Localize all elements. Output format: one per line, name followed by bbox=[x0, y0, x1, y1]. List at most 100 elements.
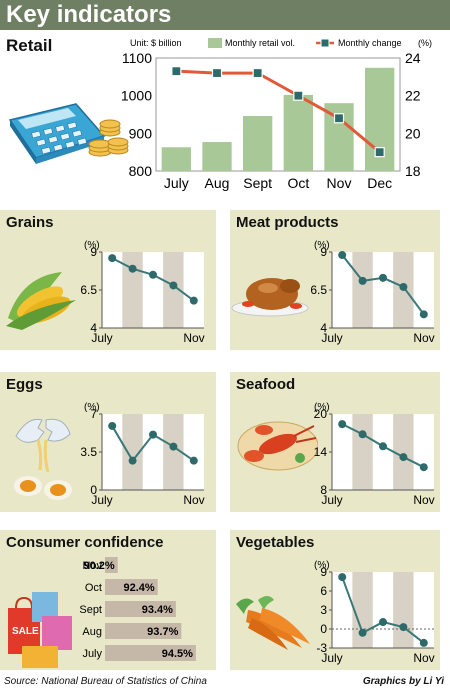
roast-chicken-icon bbox=[231, 278, 309, 317]
consumer-category-label: July bbox=[82, 648, 102, 660]
unit-label: (%) bbox=[314, 560, 330, 571]
consumer-bar bbox=[105, 623, 182, 639]
plot-band bbox=[163, 414, 184, 490]
consumer-bar-value: 93.4% bbox=[142, 604, 173, 616]
eggs-chart: (%) 0 3.5 7 July Nov bbox=[80, 402, 204, 507]
y-tick-label: 4 bbox=[320, 321, 327, 335]
plot-band bbox=[122, 252, 143, 328]
data-point bbox=[379, 273, 387, 282]
data-point bbox=[379, 442, 387, 451]
x-tick-first: July bbox=[91, 331, 112, 345]
seafood-panel: Seafood (%) 8 14 20 July Nov bbox=[230, 372, 440, 512]
retail-chart: Unit: $ billion Monthly retail vol. Monthl… bbox=[121, 38, 432, 191]
consumer-panel: Consumer confidence SALE Nov 90.2% Oct 92.4… bbox=[0, 530, 216, 670]
retail-left-tick: 800 bbox=[129, 163, 153, 179]
plot-band bbox=[413, 414, 434, 490]
y-tick-label: 3.5 bbox=[80, 445, 97, 459]
vegetables-title: Vegetables bbox=[236, 534, 315, 551]
meat-panel: Meat products (%) 4 6.5 9 July Nov bbox=[230, 210, 440, 350]
data-point bbox=[399, 623, 408, 632]
y-tick-label: 9 bbox=[320, 245, 327, 259]
data-point bbox=[189, 456, 198, 465]
x-tick-last: Nov bbox=[183, 331, 204, 345]
retail-x-tick: Dec bbox=[367, 175, 392, 191]
retail-left-tick: 1000 bbox=[121, 88, 152, 104]
meat-chart: (%) 4 6.5 9 July Nov bbox=[310, 240, 434, 345]
consumer-category-label: Aug bbox=[82, 626, 102, 638]
unit-label: (%) bbox=[84, 402, 100, 413]
retail-title: Retail bbox=[6, 36, 53, 55]
plot-band bbox=[393, 414, 414, 490]
plot-band bbox=[372, 252, 394, 328]
calculator-coins-icon bbox=[8, 103, 129, 164]
retail-x-tick: Nov bbox=[327, 175, 352, 191]
data-point bbox=[419, 463, 428, 472]
seafood-chart: (%) 8 14 20 July Nov bbox=[314, 402, 435, 507]
y-tick-label: 14 bbox=[314, 445, 328, 459]
data-point bbox=[108, 421, 117, 430]
retail-left-tick: 1100 bbox=[122, 50, 152, 66]
eggs-title: Eggs bbox=[6, 376, 43, 393]
x-tick-first: July bbox=[321, 331, 342, 345]
consumer-bar-value: 93.7% bbox=[147, 626, 178, 638]
retail-change-marker bbox=[293, 90, 304, 101]
y-tick-label: -3 bbox=[316, 641, 327, 655]
retail-right-tick: 18 bbox=[405, 163, 421, 179]
retail-right-tick: 24 bbox=[405, 50, 421, 66]
plot-band bbox=[372, 572, 394, 648]
y-tick-label: 6.5 bbox=[310, 283, 327, 297]
x-tick-first: July bbox=[321, 493, 342, 507]
source-note: Source: National Bureau of Statistics of… bbox=[4, 676, 207, 687]
retail-x-tick: Sept bbox=[243, 175, 272, 191]
retail-change-marker bbox=[333, 113, 345, 124]
consumer-bar-value: 90.2% bbox=[84, 560, 115, 572]
y-tick-label: 0 bbox=[90, 483, 97, 497]
y-tick-label: 6 bbox=[320, 584, 327, 598]
plot-band bbox=[332, 572, 353, 648]
plot-band bbox=[352, 414, 373, 490]
plot-band bbox=[393, 572, 414, 648]
x-tick-first: July bbox=[91, 493, 112, 507]
consumer-bar-value: 92.4% bbox=[124, 582, 155, 594]
grains-chart: (%) 4 6.5 9 July Nov bbox=[80, 240, 204, 345]
data-point bbox=[379, 618, 387, 627]
retail-change-marker bbox=[211, 67, 223, 79]
y-tick-label: 8 bbox=[320, 483, 327, 497]
data-point bbox=[169, 442, 178, 451]
plot-band bbox=[332, 252, 353, 328]
data-point bbox=[399, 282, 408, 291]
retail-right-tick: 20 bbox=[405, 125, 421, 141]
data-point bbox=[338, 420, 347, 429]
data-point bbox=[169, 281, 178, 290]
plot-band bbox=[163, 252, 184, 328]
data-point bbox=[419, 638, 428, 647]
x-tick-last: Nov bbox=[413, 493, 434, 507]
data-point bbox=[149, 430, 157, 439]
consumer-bar bbox=[105, 579, 158, 595]
retail-x-tick: Oct bbox=[287, 175, 309, 191]
data-point bbox=[358, 628, 367, 637]
grains-panel: Grains (%) 4 6.5 9 July Nov bbox=[0, 210, 216, 350]
retail-plot-frame bbox=[155, 57, 401, 172]
unit-label: (%) bbox=[314, 402, 330, 413]
retail-change-marker bbox=[374, 147, 385, 158]
data-point bbox=[358, 430, 367, 439]
cracked-egg-icon bbox=[14, 418, 72, 500]
meat-title: Meat products bbox=[236, 214, 339, 231]
retail-x-tick: Aug bbox=[205, 175, 230, 191]
y-tick-label: 3 bbox=[320, 603, 327, 617]
y-tick-label: 6.5 bbox=[80, 283, 97, 297]
data-point bbox=[128, 456, 137, 465]
unit-label: (%) bbox=[84, 240, 100, 251]
consumer-bar bbox=[105, 601, 176, 617]
plot-band bbox=[122, 414, 143, 490]
retail-bar bbox=[283, 94, 313, 171]
retail-right-unit: (%) bbox=[418, 38, 432, 48]
y-tick-label: 4 bbox=[90, 321, 97, 335]
retail-change-line bbox=[176, 69, 381, 154]
retail-right-tick: 22 bbox=[405, 88, 421, 104]
corn-icon bbox=[6, 272, 76, 330]
retail-change-marker bbox=[252, 67, 263, 79]
legend-line-marker bbox=[320, 38, 330, 48]
